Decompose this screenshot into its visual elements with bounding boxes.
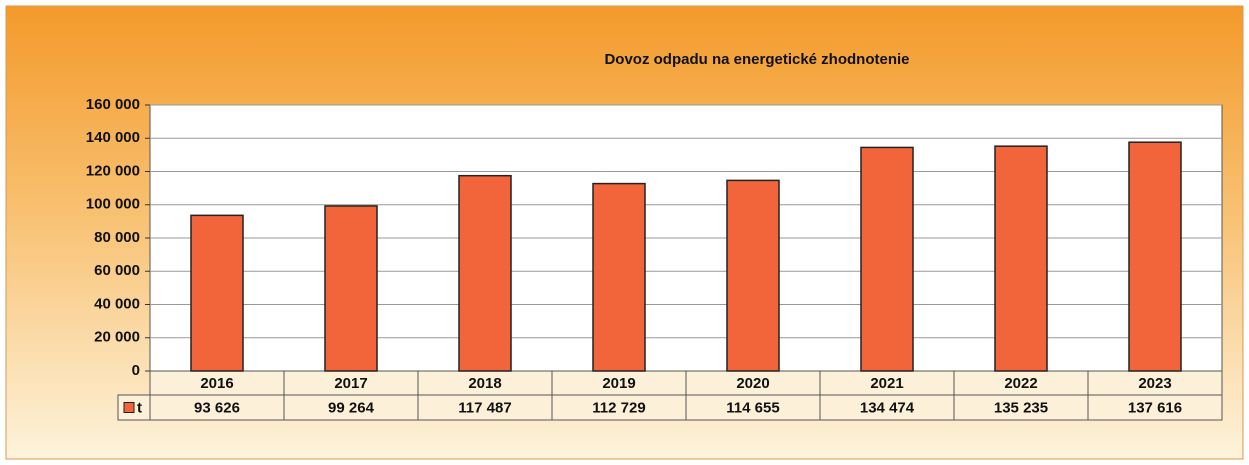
- bar: [324, 205, 378, 372]
- y-tick-label: 120 000: [86, 162, 140, 179]
- x-tick-label: 2023: [1138, 375, 1171, 392]
- chart-title: Dovoz odpadu na energetické zhodnotenie: [604, 51, 909, 68]
- data-label: 114 655: [726, 399, 779, 416]
- y-tick-label: 60 000: [94, 262, 140, 279]
- data-label: 137 616: [1128, 399, 1182, 416]
- y-tick-label: 140 000: [86, 129, 140, 146]
- legend-label: t: [137, 399, 142, 416]
- y-tick-label: 20 000: [94, 329, 140, 346]
- bar: [994, 145, 1048, 372]
- data-label: 99 264: [328, 399, 375, 416]
- bar: [860, 146, 914, 372]
- data-label: 93 626: [194, 399, 240, 416]
- x-tick-label: 2018: [468, 375, 501, 392]
- bar: [458, 174, 512, 372]
- x-tick-label: 2022: [1004, 375, 1037, 392]
- y-tick-label: 160 000: [86, 96, 140, 113]
- data-label: 117 487: [458, 399, 511, 416]
- data-label: 135 235: [994, 399, 1048, 416]
- y-tick-label: 80 000: [94, 229, 140, 246]
- y-tick-label: 100 000: [86, 196, 140, 213]
- y-tick-label: 0: [132, 362, 140, 379]
- bar: [190, 214, 244, 372]
- y-tick-label: 40 000: [94, 295, 140, 312]
- x-tick-label: 2019: [602, 375, 635, 392]
- data-label: 112 729: [592, 399, 645, 416]
- bar: [1128, 141, 1182, 372]
- x-tick-label: 2021: [870, 375, 903, 392]
- x-tick-label: 2017: [334, 375, 367, 392]
- data-label: 134 474: [860, 399, 915, 416]
- legend-swatch: [123, 402, 135, 413]
- x-tick-label: 2020: [736, 375, 769, 392]
- x-tick-label: 2016: [200, 375, 233, 392]
- bar: [592, 182, 646, 372]
- bar: [726, 179, 780, 372]
